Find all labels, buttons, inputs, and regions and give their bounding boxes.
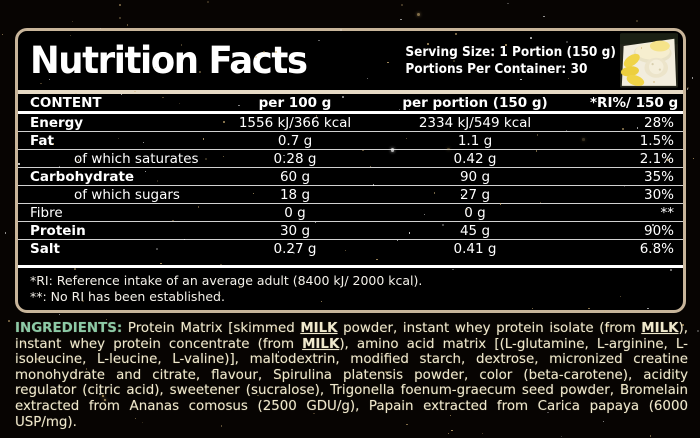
column-header-per-100g: per 100 g xyxy=(258,94,332,111)
star-speck xyxy=(543,15,545,18)
star-speck xyxy=(416,12,421,17)
table-row: Fat 0.7 g 1.1 g 1.5% xyxy=(18,132,683,150)
value-per-portion: 2334 kJ/549 kcal xyxy=(418,114,532,131)
star-speck xyxy=(401,4,404,6)
value-per-100g: 0.28 g xyxy=(273,150,317,167)
serving-size-text: Serving Size: 1 Portion (150 g) xyxy=(405,43,616,60)
ingredients-text: Protein Matrix [skimmed MILK powder, ins… xyxy=(15,321,688,430)
star-speck xyxy=(58,313,60,316)
row-label: Salt xyxy=(30,241,60,257)
value-per-100g: 30 g xyxy=(279,222,311,239)
star-speck xyxy=(696,330,699,332)
value-per-portion: 90 g xyxy=(459,168,491,185)
star-speck xyxy=(4,232,7,234)
footnote-no-ri: **: No RI has been established. xyxy=(30,288,225,304)
row-label: Protein xyxy=(30,222,86,239)
portions-per-container-text: Portions Per Container: 30 xyxy=(405,60,588,77)
star-speck xyxy=(400,18,402,21)
star-speck xyxy=(560,435,563,437)
column-header-per-portion: per portion (150 g) xyxy=(402,94,548,111)
value-per-100g: 1556 kJ/366 kcal xyxy=(238,114,352,131)
row-label: Fat xyxy=(30,132,54,149)
row-label: Carbohydrate xyxy=(30,168,135,185)
table-row: Energy 1556 kJ/366 kcal 2334 kJ/549 kcal 28… xyxy=(18,114,683,132)
value-ri-percent: 28% xyxy=(643,114,674,131)
table-row: Protein 30 g 45 g 90% xyxy=(18,222,683,240)
value-per-100g: 0.27 g xyxy=(273,241,317,257)
star-speck xyxy=(8,320,10,323)
star-speck xyxy=(2,33,3,35)
star-speck xyxy=(119,16,122,19)
serving-info: Serving Size: 1 Portion (150 g) Portions… xyxy=(406,44,616,78)
table-row: of which sugars 18 g 27 g 30% xyxy=(18,186,683,204)
footnotes: *RI: Reference intake of an average adul… xyxy=(18,265,683,310)
star-speck xyxy=(118,4,121,6)
footnote-ri: *RI: Reference intake of an average adul… xyxy=(30,273,423,288)
panel-header: Nutrition Facts Serving Size: 1 Portion … xyxy=(18,31,683,94)
star-speck xyxy=(507,2,509,5)
panel-title: Nutrition Facts xyxy=(30,39,308,82)
dessert-cup-illustration xyxy=(620,33,678,88)
value-per-portion: 1.1 g xyxy=(457,132,493,149)
ingredients-section: INGREDIENTS: Protein Matrix [skimmed MIL… xyxy=(15,321,688,430)
star-speck xyxy=(649,435,652,437)
value-ri-percent: ** xyxy=(660,204,675,221)
star-speck xyxy=(686,88,689,90)
value-per-portion: 0.42 g xyxy=(453,150,497,167)
star-speck xyxy=(126,24,129,26)
star-speck xyxy=(71,21,73,23)
star-speck xyxy=(448,433,450,435)
star-speck xyxy=(481,432,483,434)
value-per-portion: 0 g xyxy=(464,204,486,221)
star-speck xyxy=(691,77,693,79)
allergen-highlight: MILK xyxy=(641,321,679,336)
row-label: of which saturates xyxy=(74,150,199,167)
star-speck xyxy=(692,158,694,160)
value-per-portion: 0.41 g xyxy=(453,241,497,257)
product-photo xyxy=(620,33,678,88)
column-header-ri-percent: *RI%/ 150 g xyxy=(590,94,679,111)
value-ri-percent: 6.8% xyxy=(639,241,674,257)
row-label: Energy xyxy=(30,114,84,131)
star-speck xyxy=(635,19,638,22)
row-label: of which sugars xyxy=(74,186,180,203)
star-speck xyxy=(207,1,210,3)
value-ri-percent: 35% xyxy=(643,168,674,185)
value-per-100g: 0 g xyxy=(284,204,306,221)
star-speck xyxy=(687,86,690,89)
nutrition-table-body: Energy 1556 kJ/366 kcal 2334 kJ/549 kcal 28… xyxy=(18,114,683,258)
value-per-portion: 27 g xyxy=(459,186,491,203)
table-row: Carbohydrate 60 g 90 g 35% xyxy=(18,168,683,186)
value-ri-percent: 30% xyxy=(643,186,674,203)
nutrition-facts-panel: Nutrition Facts Serving Size: 1 Portion … xyxy=(15,28,686,313)
value-per-portion: 45 g xyxy=(459,222,491,239)
ingredients-label: INGREDIENTS: xyxy=(15,321,123,336)
value-ri-percent: 90% xyxy=(643,222,674,239)
allergen-highlight: MILK xyxy=(302,336,340,352)
row-label: Fibre xyxy=(30,204,63,221)
value-per-100g: 0.7 g xyxy=(277,132,313,149)
table-row: of which saturates 0.28 g 0.42 g 2.1% xyxy=(18,150,683,168)
column-header-content: CONTENT xyxy=(30,94,102,111)
value-ri-percent: 2.1% xyxy=(639,150,674,167)
table-header-row: CONTENT per 100 g per portion (150 g) *R… xyxy=(18,94,683,114)
allergen-highlight: MILK xyxy=(300,321,338,336)
table-row: Fibre 0 g 0 g ** xyxy=(18,204,683,222)
table-row: Salt 0.27 g 0.41 g 6.8% xyxy=(18,240,683,258)
value-per-100g: 60 g xyxy=(279,168,311,185)
value-per-100g: 18 g xyxy=(279,186,311,203)
value-ri-percent: 1.5% xyxy=(639,132,674,149)
